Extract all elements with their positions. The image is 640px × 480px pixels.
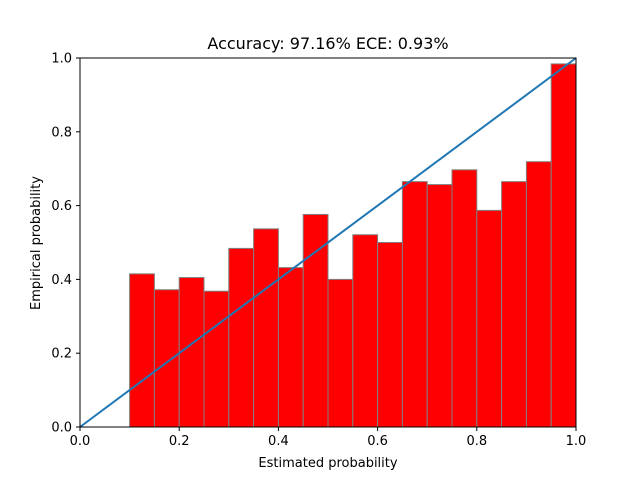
y-tick-label-4: 0.8 bbox=[51, 125, 72, 140]
y-tick-label-2: 0.4 bbox=[51, 273, 72, 288]
reference-line-layer bbox=[79, 57, 577, 428]
calibration-bar-1 bbox=[129, 273, 155, 428]
calibration-bar-6 bbox=[253, 228, 279, 428]
calibration-bar-4 bbox=[203, 290, 230, 428]
y-tick-label-0: 0.0 bbox=[51, 421, 72, 436]
x-tick-label-5: 1.0 bbox=[566, 434, 587, 449]
calibration-bar-7 bbox=[277, 267, 304, 428]
y-tick-label-3: 0.6 bbox=[51, 199, 72, 214]
x-tick-label-4: 0.8 bbox=[466, 434, 487, 449]
calibration-bar-15 bbox=[476, 209, 503, 428]
calibration-bar-10 bbox=[352, 234, 379, 428]
calibration-bar-13 bbox=[426, 184, 453, 428]
calibration-bar-9 bbox=[327, 278, 354, 428]
plot-frame bbox=[79, 57, 577, 428]
perfect-calibration-line bbox=[79, 57, 577, 428]
x-tick-label-0: 0.0 bbox=[70, 434, 91, 449]
calibration-bar-17 bbox=[525, 161, 552, 428]
calibration-bar-16 bbox=[501, 181, 527, 428]
axes-layer: 0.0 0.2 0.4 0.6 0.8 1.0 0.0 0.2 0.4 0.6 0.8 1.0 bbox=[51, 52, 586, 450]
y-tick-label-1: 0.2 bbox=[51, 347, 72, 362]
calibration-bar-11 bbox=[377, 242, 403, 428]
y-tick-label-5: 1.0 bbox=[51, 52, 72, 67]
x-tick-label-1: 0.2 bbox=[169, 434, 190, 449]
calibration-bar-5 bbox=[228, 247, 255, 428]
calibration-bar-2 bbox=[153, 289, 180, 428]
bars-layer bbox=[129, 63, 577, 428]
calibration-bar-8 bbox=[302, 213, 329, 428]
x-axis-label: Estimated probability bbox=[258, 456, 397, 471]
calibration-bar-3 bbox=[178, 277, 205, 428]
x-tick-label-2: 0.4 bbox=[268, 434, 289, 449]
chart-title: Accuracy: 97.16% ECE: 0.93% bbox=[207, 34, 448, 53]
calibration-bar-12 bbox=[401, 181, 428, 428]
x-tick-label-3: 0.6 bbox=[367, 434, 388, 449]
y-axis-label: Empirical probability bbox=[29, 176, 44, 310]
calibration-bar-14 bbox=[451, 169, 478, 428]
calibration-bar-18 bbox=[550, 63, 577, 428]
